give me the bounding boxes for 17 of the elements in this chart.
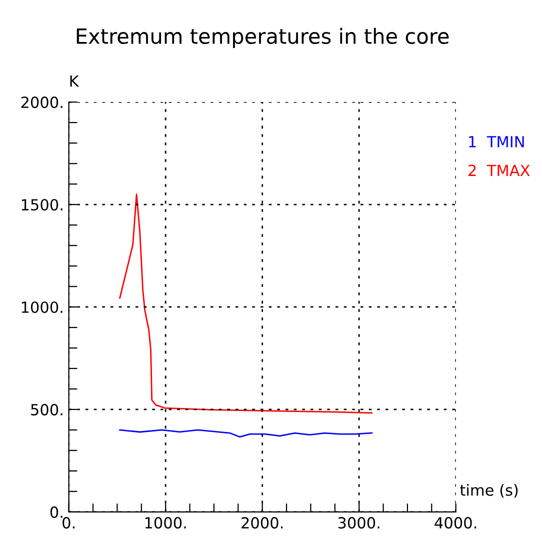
y-axis-title: K	[70, 75, 80, 87]
x-tick-label: 4000.	[434, 517, 476, 529]
text: 2 TMAX	[468, 164, 530, 176]
x-tick-label: 2000.	[242, 517, 283, 529]
text: 1 TMIN	[469, 136, 524, 148]
chart-title: Extremum temperatures in the core	[76, 28, 449, 48]
x-tick-label: 0.	[62, 517, 74, 529]
x-axis-title: time (s)	[460, 484, 518, 498]
line-series	[119, 429, 373, 438]
y-tick-label: 2000.	[21, 96, 62, 108]
x-tick-label: 3000.	[338, 517, 380, 529]
y-tick-label: 1000.	[22, 301, 62, 314]
y-tick-label: 0.	[50, 506, 62, 518]
x-tick-label: 1000.	[145, 517, 186, 529]
y-tick-label: 500.	[31, 404, 62, 416]
y-tick-label: 1500.	[22, 198, 62, 211]
line-series	[119, 194, 373, 414]
